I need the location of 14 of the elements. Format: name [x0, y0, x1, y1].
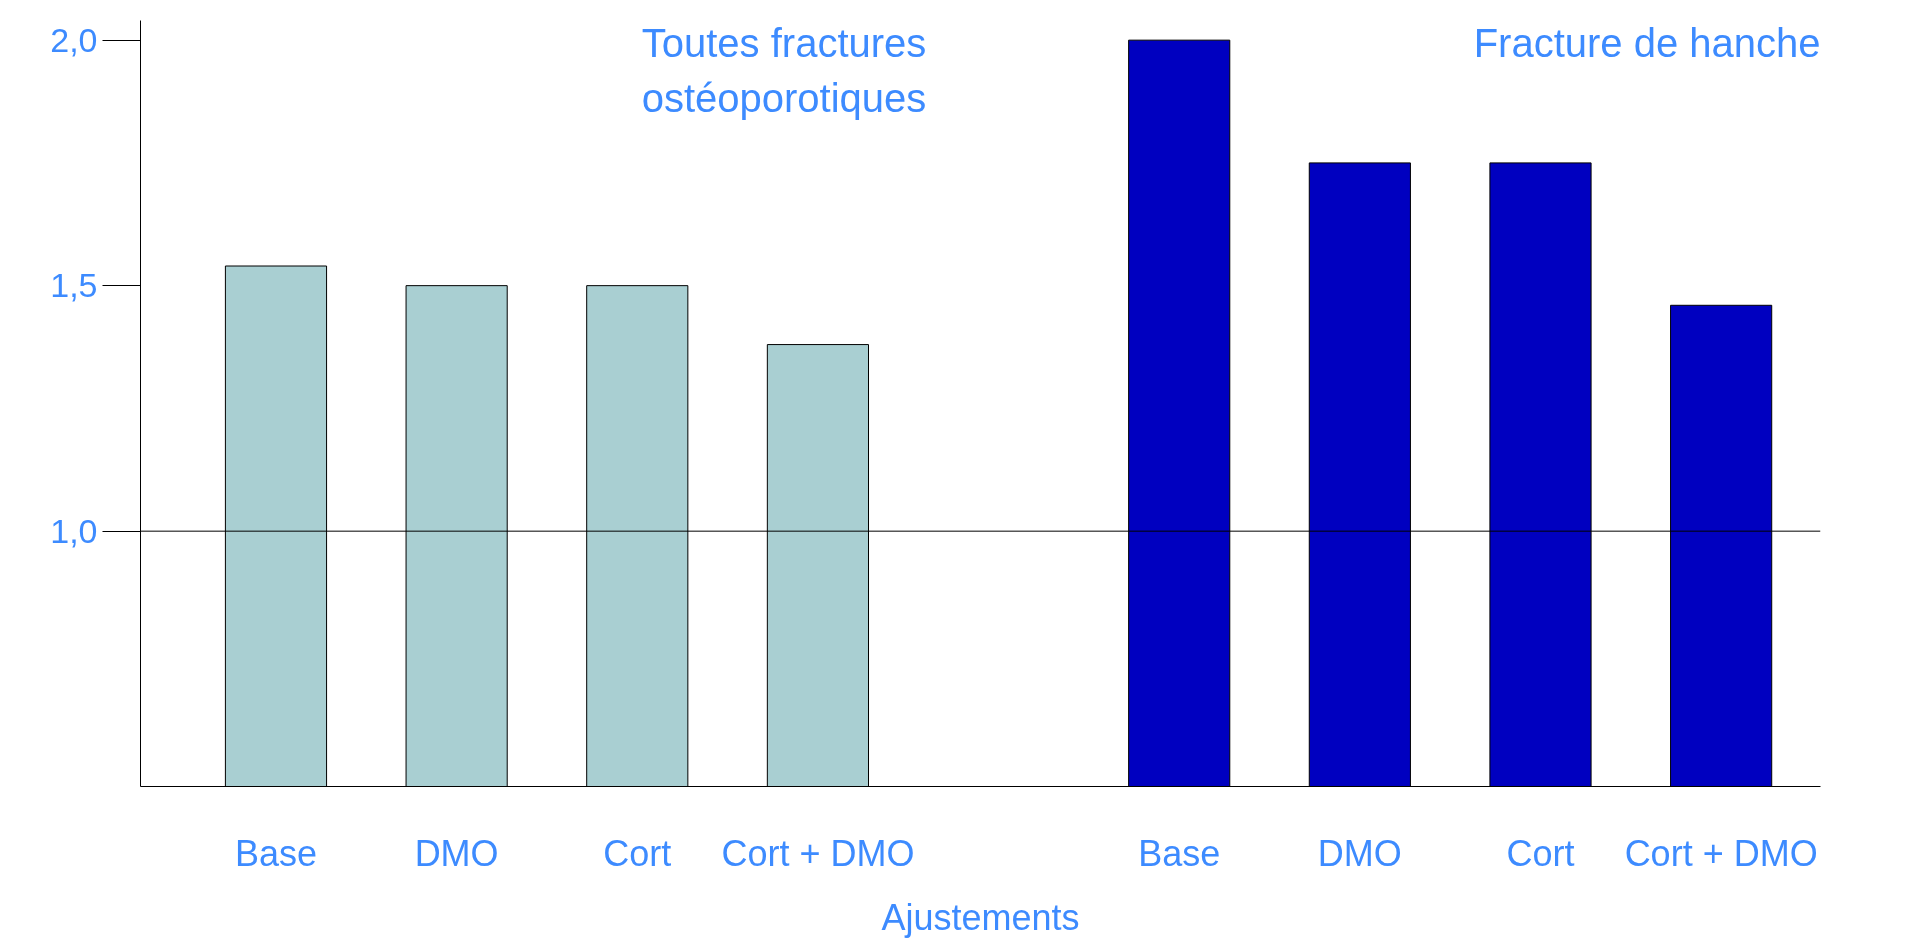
x-tick-label: DMO: [1317, 832, 1402, 874]
x-tick-label: Cort + DMO: [721, 832, 915, 874]
x-tick-label: Cort: [1506, 832, 1575, 874]
annotation: Toutes fractures ostéoporotiques: [641, 20, 927, 120]
x-tick-label: Base: [234, 832, 318, 874]
x-axis-title: Ajustements: [881, 896, 1080, 938]
annotation: Fracture de hanche: [1473, 20, 1821, 65]
y-tick-label: 1,0: [50, 511, 98, 550]
y-tick-label: 1,5: [50, 266, 98, 305]
x-tick-label: DMO: [414, 832, 499, 874]
x-tick-label: Cort: [603, 832, 672, 874]
x-tick-label: Base: [1138, 832, 1221, 874]
y-tick-label: 2,0: [50, 20, 98, 59]
x-tick-label: Cort + DMO: [1624, 832, 1818, 874]
